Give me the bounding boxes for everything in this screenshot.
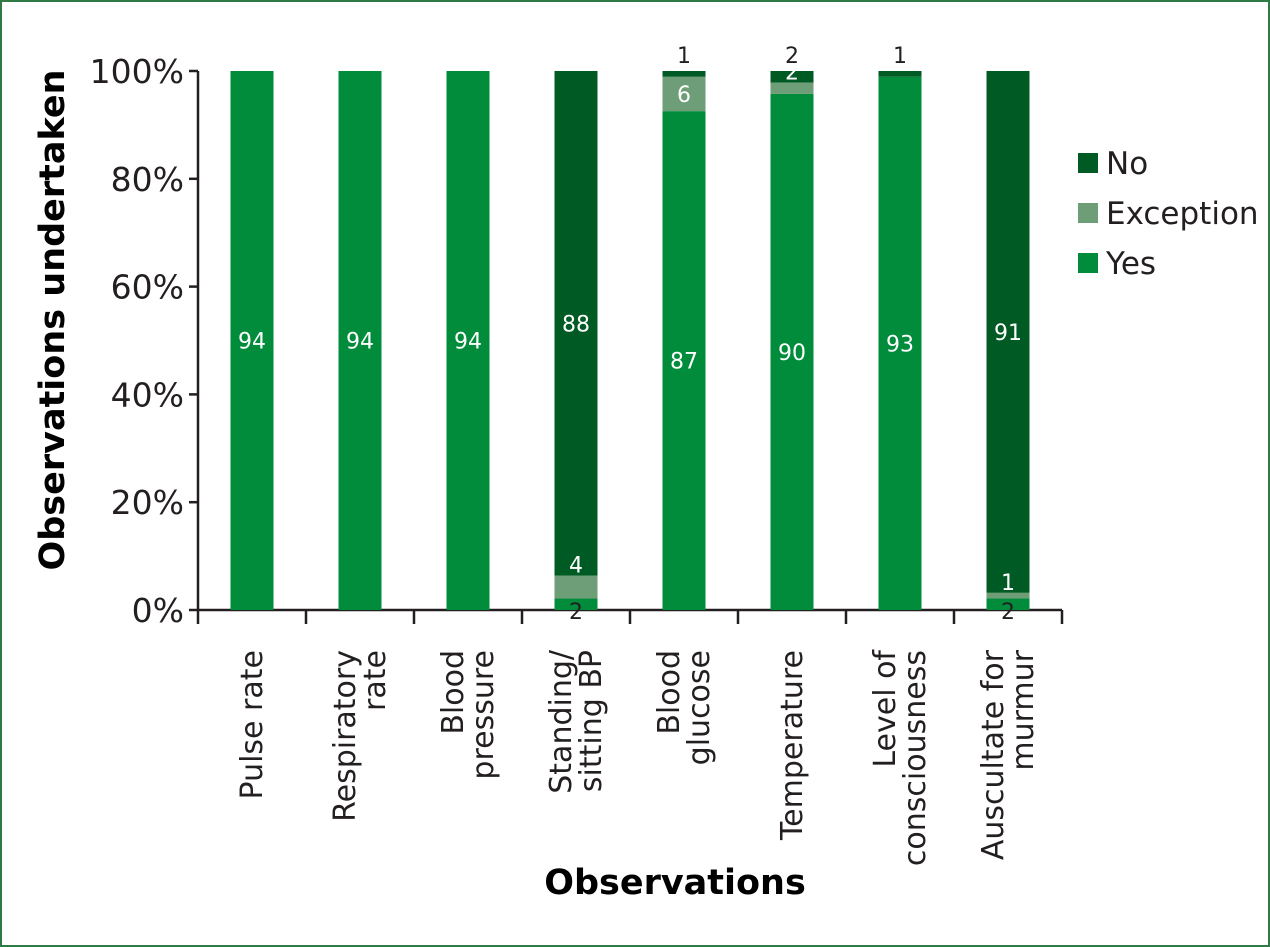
- bar-segment-exception: [770, 82, 814, 94]
- bar-segment-exception: [554, 575, 598, 599]
- data-label-no: 2: [785, 44, 799, 69]
- category-label: Bloodglucose: [652, 650, 717, 765]
- data-label-no: 1: [893, 44, 907, 69]
- y-tick-label: 0%: [132, 591, 184, 630]
- y-tick-label: 80%: [111, 160, 184, 199]
- legend-label-exception: Exception: [1106, 196, 1259, 232]
- y-tick-label: 20%: [111, 483, 184, 522]
- y-tick-label: 40%: [111, 375, 184, 414]
- data-label-yes: 94: [346, 330, 374, 355]
- bar-segment-exception: [662, 76, 706, 112]
- bar-segment-no: [662, 71, 706, 77]
- data-label-yes: 93: [886, 332, 914, 357]
- data-label-yes: 87: [670, 350, 698, 375]
- bar-segment-yes: [446, 71, 490, 610]
- category-label: Pulse rate: [235, 650, 270, 799]
- bar-segment-yes: [986, 598, 1030, 610]
- y-tick-label: 60%: [111, 268, 184, 307]
- category-label: Standing/sitting BP: [544, 649, 609, 794]
- category-label: Auscultate formurmur: [976, 649, 1041, 860]
- data-label-yes: 2: [569, 600, 583, 625]
- data-label-exception: 4: [569, 554, 583, 579]
- bar-segment-yes: [554, 598, 598, 610]
- legend: No Exception Yes: [1078, 146, 1259, 282]
- data-label-exception: 6: [677, 83, 691, 108]
- legend-swatch-yes: [1078, 253, 1098, 273]
- data-label-yes: 94: [238, 330, 266, 355]
- data-label-no: 88: [562, 312, 590, 337]
- data-label-exception: 1: [1001, 571, 1015, 596]
- data-label-yes: 2: [1001, 600, 1015, 625]
- plot-area: 0% 20% 40% 60% 80% 100% 94 Pulse rate 94 Respirat…: [90, 44, 1064, 866]
- bar-segment-no: [986, 71, 1030, 593]
- bar-segment-yes: [230, 71, 274, 610]
- category-label: Level ofconsciousness: [868, 649, 933, 866]
- data-label-no: 1: [677, 44, 691, 69]
- data-label-yes: 90: [778, 341, 806, 366]
- bar-segment-yes: [338, 71, 382, 610]
- bar-segment-no: [554, 71, 598, 576]
- category-label: Temperature: [775, 650, 810, 841]
- data-label-no: 91: [994, 321, 1022, 346]
- bar-segment-yes: [878, 76, 922, 611]
- data-label-exception: 2: [785, 60, 799, 85]
- legend-swatch-exception: [1078, 203, 1098, 223]
- y-axis-title: Observations undertaken: [33, 69, 73, 570]
- legend-swatch-no: [1078, 153, 1098, 173]
- y-tick-label: 100%: [90, 52, 184, 91]
- legend-label-yes: Yes: [1105, 246, 1156, 282]
- bar-segment-yes: [662, 111, 706, 610]
- data-label-yes: 94: [454, 330, 482, 355]
- category-label: Bloodpressure: [436, 650, 501, 780]
- bar-segment-yes: [770, 93, 814, 611]
- x-axis-title: Observations: [544, 863, 806, 903]
- bar-segment-no: [878, 71, 922, 77]
- bar-segment-exception: [986, 592, 1030, 599]
- legend-label-no: No: [1106, 146, 1148, 182]
- category-label: Respiratoryrate: [328, 650, 393, 822]
- bar-segment-no: [770, 71, 814, 83]
